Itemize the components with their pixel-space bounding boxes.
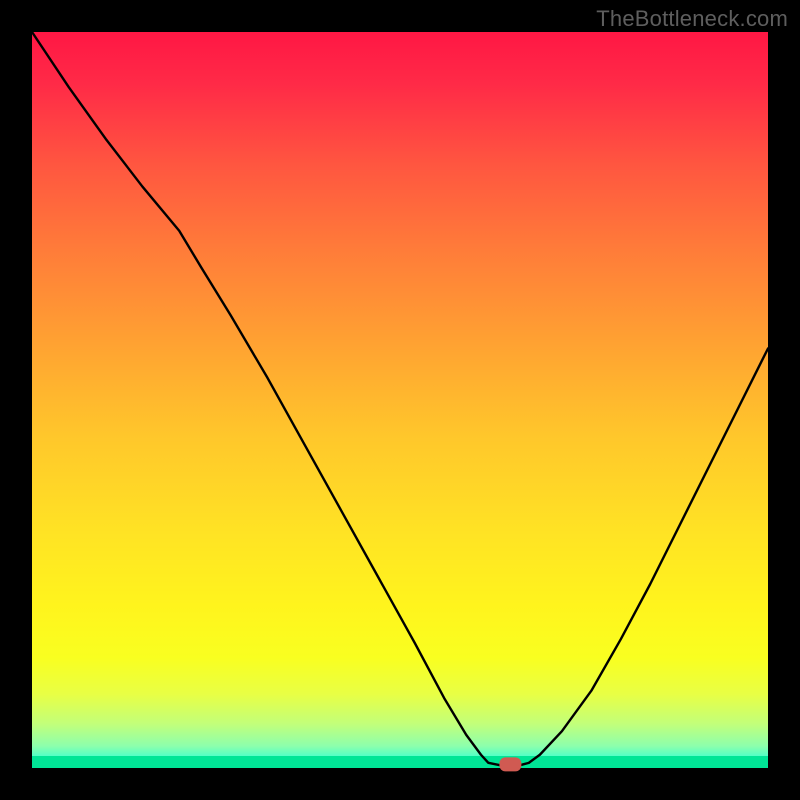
- optimal-marker: [499, 757, 521, 771]
- plot-background: [32, 32, 768, 768]
- bottom-band: [32, 756, 768, 768]
- watermark-text: TheBottleneck.com: [596, 6, 788, 32]
- bottleneck-chart: [0, 0, 800, 800]
- chart-frame: TheBottleneck.com: [0, 0, 800, 800]
